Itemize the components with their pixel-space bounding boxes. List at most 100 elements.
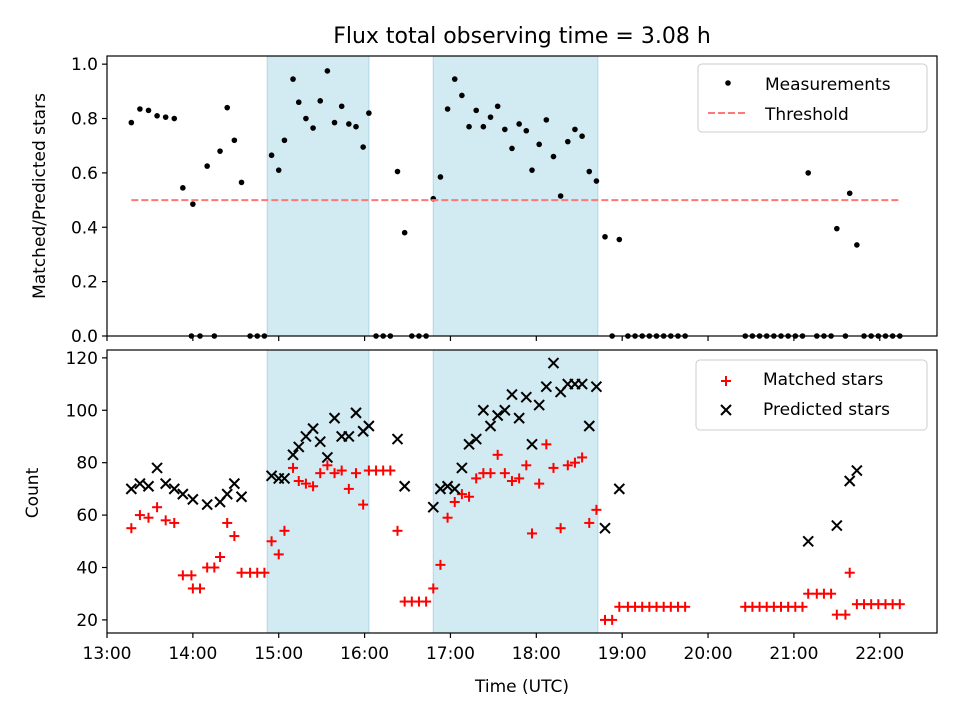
measurement-point xyxy=(128,119,135,126)
measurement-point xyxy=(145,107,152,114)
ratio-shaded-intervals xyxy=(266,55,599,337)
legend-measurements-marker xyxy=(725,80,731,86)
matched-stars-point xyxy=(336,465,347,476)
matched-stars-point xyxy=(322,460,333,471)
predicted-stars-point xyxy=(293,441,305,453)
matched-stars-point xyxy=(831,609,842,620)
y-tick-label: 80 xyxy=(76,454,98,474)
measurement-point xyxy=(502,126,508,133)
predicted-stars-point xyxy=(427,501,439,513)
shaded-interval-1 xyxy=(432,55,599,337)
matched-stars-point xyxy=(308,481,319,492)
count-legend-box xyxy=(695,359,928,431)
chart-title: Flux total observing time = 3.08 h xyxy=(333,24,711,49)
predicted-stars-point xyxy=(398,480,411,492)
matched-stars-point xyxy=(569,457,580,468)
matched-stars-point xyxy=(449,496,460,507)
matched-stars-point xyxy=(562,460,573,471)
measurement-point xyxy=(303,115,309,122)
y-tick-label: 0.4 xyxy=(71,218,98,238)
measurement-point xyxy=(437,174,444,180)
x-tick-label: 17:00 xyxy=(426,644,475,664)
measurement-point xyxy=(360,144,366,150)
measurement-point xyxy=(162,114,169,120)
measurement-point xyxy=(564,138,571,145)
predicted-stars-point xyxy=(159,477,172,490)
matched-stars-point xyxy=(152,502,163,513)
matched-stars-point xyxy=(844,567,855,578)
measurement-point xyxy=(466,123,472,130)
matched-stars-point xyxy=(343,483,354,494)
matched-stars-point xyxy=(215,552,226,563)
legend-predicted-label: Predicted stars xyxy=(763,400,890,420)
count-plot-frame xyxy=(106,349,938,634)
matched-stars-point xyxy=(177,570,188,581)
measurement-point xyxy=(516,121,522,127)
measurement-point xyxy=(401,229,408,236)
y-tick-label: 120 xyxy=(66,349,98,369)
measurement-point xyxy=(281,137,288,144)
y-tick-label: 40 xyxy=(76,558,98,578)
predicted-stars-point xyxy=(441,480,454,492)
measurement-point xyxy=(543,117,550,123)
measurement-point xyxy=(317,98,324,104)
predicted-stars-point xyxy=(499,404,511,416)
matched-stars-point xyxy=(894,599,905,610)
matched-stars-point xyxy=(521,460,532,471)
predicted-stars-point xyxy=(307,422,319,435)
ratio-x-ticks xyxy=(106,336,881,341)
measurement-point xyxy=(346,121,352,127)
predicted-stars-point xyxy=(484,420,497,432)
x-tick-label: 22:00 xyxy=(855,644,904,664)
predicted-stars-point xyxy=(470,433,482,445)
predicted-stars-point xyxy=(533,399,545,411)
matched-stars-point xyxy=(797,601,808,612)
y-tick-label: 60 xyxy=(76,506,98,526)
measurement-point xyxy=(238,179,245,186)
predicted-stars-point xyxy=(434,483,447,495)
measurement-point xyxy=(204,163,210,169)
measurement-point xyxy=(480,123,487,130)
measurement-point xyxy=(217,148,223,154)
measurement-point xyxy=(494,103,501,110)
predicted-stars-point xyxy=(287,449,299,461)
measurement-point xyxy=(557,193,564,199)
shaded-interval-0 xyxy=(266,55,370,337)
legend-matched-marker xyxy=(721,376,731,386)
predicted-stars-point xyxy=(343,430,355,443)
predicted-stars-point xyxy=(350,407,362,419)
matched-stars-point xyxy=(514,473,525,484)
matched-stars-point xyxy=(385,465,396,476)
predicted-stars-point xyxy=(540,380,553,393)
matched-stars-point xyxy=(442,512,453,523)
measurement-point xyxy=(353,123,359,130)
predicted-stars-point xyxy=(321,451,334,464)
ratio-legend-box xyxy=(697,63,928,133)
matched-stars-point xyxy=(428,583,439,594)
matched-stars-point xyxy=(229,531,240,542)
x-tick-label: 19:00 xyxy=(598,644,647,664)
matched-stars-point xyxy=(126,523,137,534)
matched-stars-point xyxy=(577,452,588,463)
predicted-stars-point xyxy=(449,483,461,495)
matched-stars-point xyxy=(143,512,154,523)
measurement-point xyxy=(451,76,458,82)
x-tick-label: 13:00 xyxy=(83,644,132,664)
matched-stars-point xyxy=(826,588,837,599)
measurement-point xyxy=(324,68,331,74)
matched-stars-point xyxy=(506,476,517,487)
predicted-stars-point xyxy=(177,488,189,500)
count-plot-marks xyxy=(125,357,905,625)
x-axis-label: Time (UTC) xyxy=(474,677,569,697)
x-tick-label: 15:00 xyxy=(254,644,303,664)
measurement-point xyxy=(394,168,401,175)
measurement-point xyxy=(523,127,530,134)
measurement-point xyxy=(444,106,451,112)
predicted-stars-point xyxy=(526,438,538,451)
y-tick-label: 20 xyxy=(76,611,98,631)
measurement-point xyxy=(602,233,608,240)
matched-stars-point xyxy=(222,517,233,528)
matched-stars-point xyxy=(607,614,618,625)
predicted-stars-point xyxy=(831,519,843,532)
matched-stars-point xyxy=(236,567,247,578)
